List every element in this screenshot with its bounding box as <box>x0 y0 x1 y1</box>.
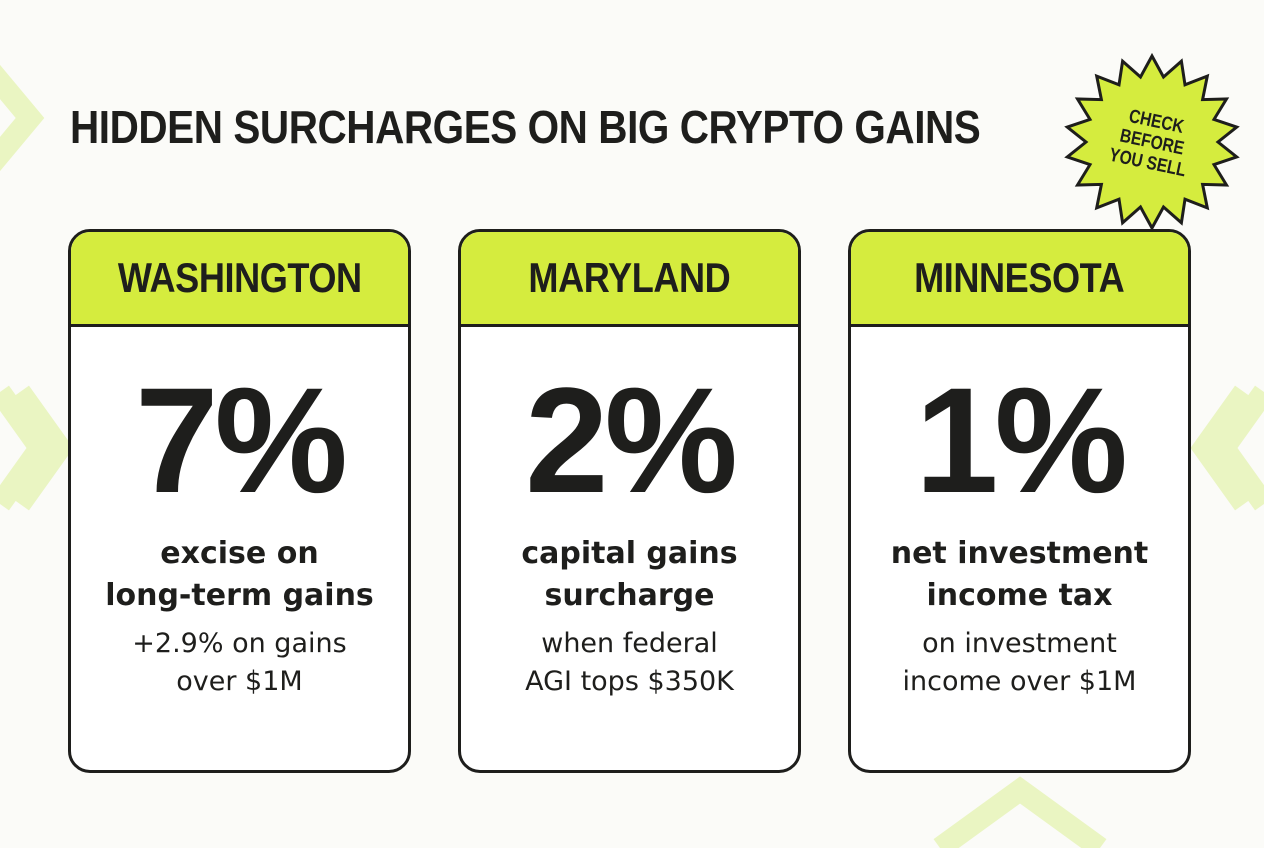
card-header: WASHINGTON <box>71 232 408 327</box>
rate-description: net investment income tax <box>851 533 1188 617</box>
rate-value: 1% <box>915 356 1128 524</box>
note-line: AGI tops $350K <box>525 666 734 697</box>
card-washington: WASHINGTON 7% excise on long-term gains … <box>68 229 411 773</box>
card-minnesota: MINNESOTA 1% net investment income tax o… <box>848 229 1191 773</box>
rate-note: +2.9% on gains over $1M <box>71 625 408 701</box>
rate-note: on investment income over $1M <box>851 625 1188 701</box>
state-name: WASHINGTON <box>117 254 362 301</box>
note-line: income over $1M <box>902 666 1137 697</box>
rate-description: capital gains surcharge <box>461 533 798 617</box>
state-name: MARYLAND <box>528 254 731 301</box>
note-line: on investment <box>922 628 1117 659</box>
description-line: surcharge <box>544 578 715 613</box>
check-before-you-sell-badge: CHECK BEFORE YOU SELL <box>1062 52 1242 232</box>
rate-value: 7% <box>135 356 348 524</box>
card-maryland: MARYLAND 2% capital gains surcharge when… <box>458 229 801 773</box>
card-header: MARYLAND <box>461 232 798 327</box>
rate-note: when federal AGI tops $350K <box>461 625 798 701</box>
note-line: +2.9% on gains <box>132 628 347 659</box>
state-name: MINNESOTA <box>914 254 1125 301</box>
description-line: net investment <box>890 536 1149 571</box>
description-line: capital gains <box>521 536 738 571</box>
description-line: income tax <box>926 578 1113 613</box>
page-title: HIDDEN SURCHARGES ON BIG CRYPTO GAINS <box>70 101 981 153</box>
card-header: MINNESOTA <box>851 232 1188 327</box>
description-line: long-term gains <box>105 578 374 613</box>
note-line: when federal <box>541 628 718 659</box>
starburst-icon <box>1064 52 1240 232</box>
rate-value: 2% <box>525 356 738 524</box>
note-line: over $1M <box>176 666 303 697</box>
rate-description: excise on long-term gains <box>71 533 408 617</box>
badge-text: CHECK BEFORE YOU SELL <box>1107 105 1188 181</box>
description-line: excise on <box>160 536 319 571</box>
